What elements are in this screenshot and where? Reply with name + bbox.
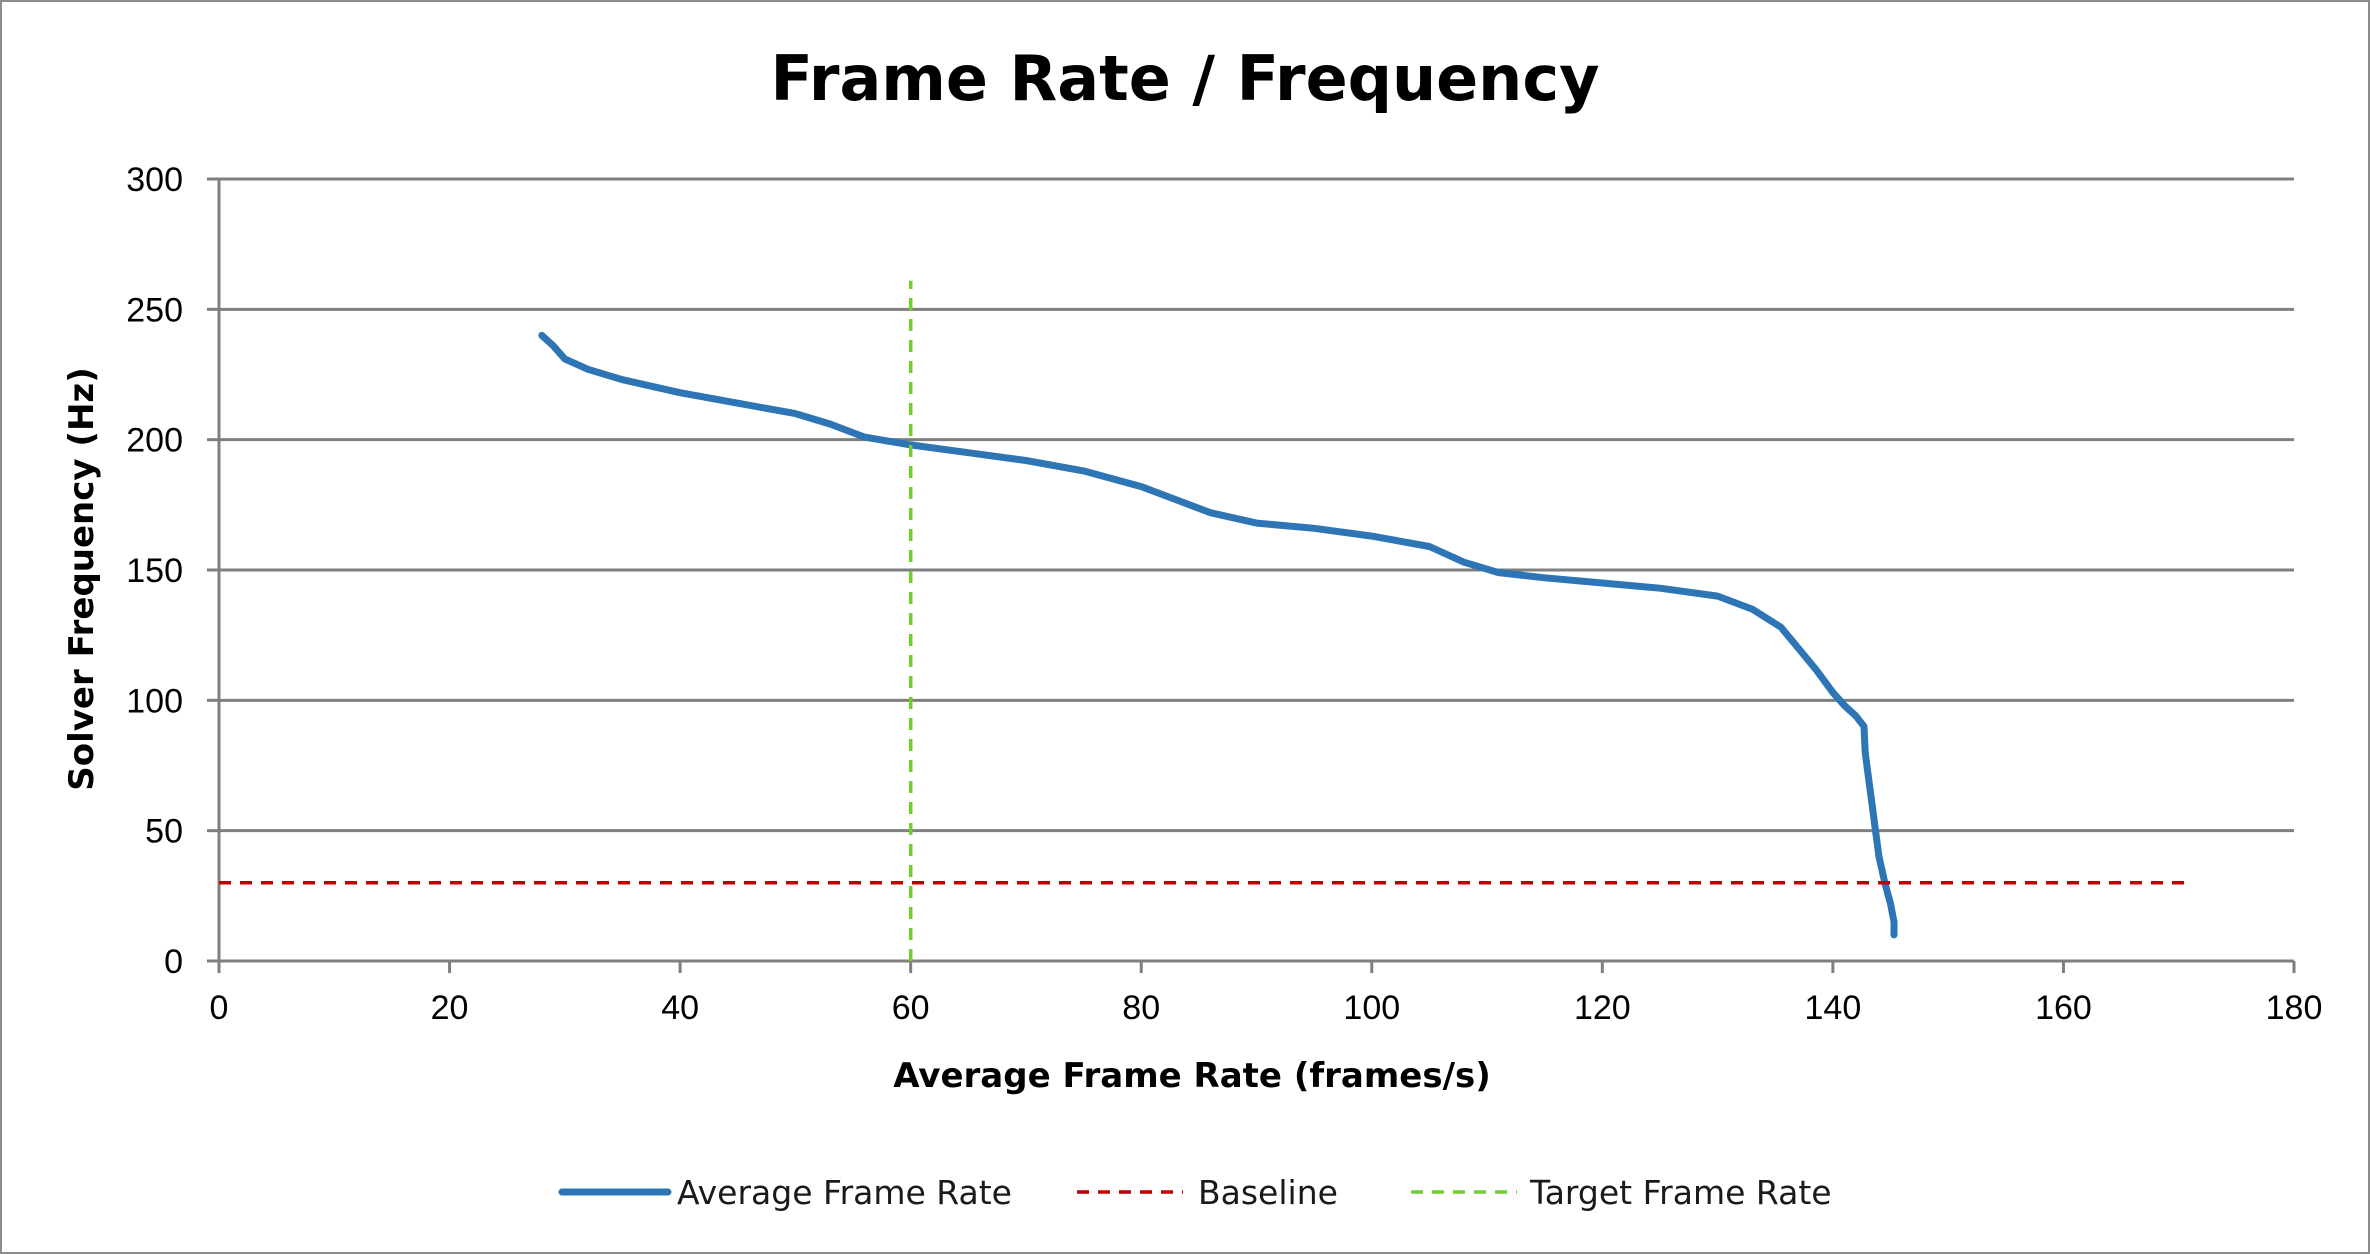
x-tick-label: 120 (1574, 989, 1631, 1027)
x-tick-labels: 0 20 40 60 80 100 120 140 160 180 (210, 989, 2323, 1027)
y-tick-label: 150 (126, 552, 183, 590)
gridlines (219, 177, 2294, 833)
legend-label-average-frame-rate: Average Frame Rate (677, 1173, 1012, 1212)
y-tick-label: 50 (145, 813, 183, 851)
legend-label-baseline: Baseline (1198, 1173, 1338, 1212)
x-tick-label: 140 (1805, 989, 1862, 1027)
x-tick-label: 40 (661, 989, 699, 1027)
x-tick-label: 80 (1122, 989, 1160, 1027)
legend-label-target-frame-rate: Target Frame Rate (1529, 1173, 1832, 1212)
series (219, 280, 2191, 961)
y-tick-label: 0 (164, 943, 183, 981)
x-axis-title: Average Frame Rate (frames/s) (893, 1056, 1491, 1096)
x-tick-label: 160 (2035, 989, 2092, 1027)
y-axis-title: Solver Frequency (Hz) (62, 367, 102, 791)
y-tick-label: 300 (126, 161, 183, 199)
y-tick-label: 100 (126, 682, 183, 720)
x-tick-label: 60 (892, 989, 930, 1027)
y-tick-label: 250 (126, 291, 183, 329)
x-tick-label: 20 (431, 989, 469, 1027)
y-tick-labels: 0 50 100 150 200 250 300 (126, 161, 183, 981)
x-tick-label: 0 (210, 989, 229, 1027)
chart-title: Frame Rate / Frequency (770, 42, 1599, 115)
axes (207, 177, 2296, 973)
x-tick-label: 180 (2266, 989, 2323, 1027)
legend: Average Frame Rate Baseline Target Frame R… (558, 1173, 1832, 1212)
y-tick-label: 200 (126, 422, 183, 460)
series-line-average-frame-rate (538, 331, 1898, 939)
x-tick-label: 100 (1343, 989, 1400, 1027)
